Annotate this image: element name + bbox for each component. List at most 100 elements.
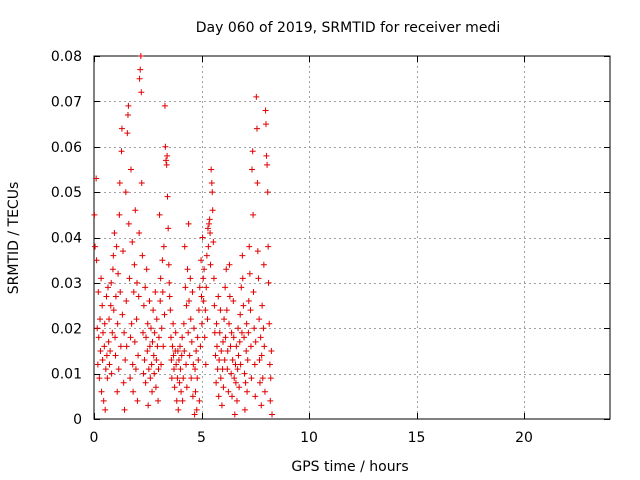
data-point xyxy=(223,266,230,273)
data-point xyxy=(135,293,142,300)
data-point xyxy=(147,375,154,382)
data-point xyxy=(98,388,105,395)
data-point xyxy=(183,384,190,391)
data-point xyxy=(182,284,189,291)
data-point xyxy=(168,357,175,364)
data-point xyxy=(206,216,213,223)
data-point xyxy=(201,334,208,341)
data-point xyxy=(178,352,185,359)
data-point xyxy=(265,243,272,250)
data-point xyxy=(102,406,109,413)
data-point xyxy=(254,180,261,187)
data-point xyxy=(196,397,203,404)
data-point xyxy=(98,275,105,282)
data-point xyxy=(151,370,158,377)
data-point xyxy=(234,366,241,373)
data-point xyxy=(208,166,215,173)
data-point xyxy=(243,320,250,327)
y-tick-label: 0.04 xyxy=(51,231,82,247)
data-point xyxy=(116,211,123,218)
data-point xyxy=(232,379,239,386)
data-point xyxy=(201,266,208,273)
data-point xyxy=(207,261,214,268)
data-point xyxy=(245,329,252,336)
data-point xyxy=(193,406,200,413)
data-point xyxy=(112,293,119,300)
data-point xyxy=(127,334,134,341)
data-point xyxy=(259,302,266,309)
data-point xyxy=(178,388,185,395)
data-point xyxy=(261,343,268,350)
data-point xyxy=(95,334,102,341)
data-point xyxy=(235,325,242,332)
data-point xyxy=(202,361,209,368)
data-point xyxy=(146,343,153,350)
data-point xyxy=(180,320,187,327)
data-point xyxy=(118,125,125,132)
data-point xyxy=(218,402,225,409)
x-tick-label: 0 xyxy=(90,430,99,446)
data-point xyxy=(266,361,273,368)
data-point xyxy=(94,325,101,332)
data-point xyxy=(160,243,167,250)
data-point xyxy=(237,361,244,368)
data-point xyxy=(231,411,238,418)
data-point xyxy=(153,357,160,364)
data-point xyxy=(139,252,146,259)
data-point xyxy=(160,343,167,350)
data-point xyxy=(164,152,171,159)
data-point xyxy=(97,347,104,354)
data-point xyxy=(104,375,111,382)
data-point xyxy=(188,338,195,345)
data-point xyxy=(147,325,154,332)
data-point xyxy=(106,361,113,368)
data-point xyxy=(120,248,127,255)
data-point xyxy=(94,361,101,368)
data-point xyxy=(251,361,258,368)
data-point xyxy=(238,329,245,336)
data-point xyxy=(224,347,231,354)
plot-frame xyxy=(93,55,611,420)
data-point xyxy=(115,366,122,373)
data-point xyxy=(175,406,182,413)
data-point xyxy=(155,366,162,373)
data-point xyxy=(115,270,122,277)
data-point xyxy=(227,343,234,350)
data-point xyxy=(173,361,180,368)
data-point xyxy=(213,320,220,327)
data-point xyxy=(152,384,159,391)
data-point xyxy=(256,316,263,323)
data-point xyxy=(217,307,224,314)
data-point xyxy=(246,270,253,277)
data-point xyxy=(200,275,207,282)
data-point xyxy=(232,361,239,368)
data-point xyxy=(118,148,125,155)
data-point xyxy=(190,361,197,368)
data-point xyxy=(250,211,257,218)
data-point xyxy=(177,343,183,350)
data-point xyxy=(229,393,236,400)
data-point xyxy=(197,343,204,350)
y-tick-label: 0.07 xyxy=(51,94,82,110)
data-point xyxy=(157,298,164,305)
data-point xyxy=(211,302,218,309)
data-point xyxy=(168,375,175,382)
data-point xyxy=(181,243,188,250)
y-tick-label: 0.05 xyxy=(51,185,82,201)
data-point xyxy=(260,325,267,332)
data-point xyxy=(134,279,140,286)
data-point xyxy=(140,370,147,377)
data-point xyxy=(212,352,219,359)
data-point xyxy=(117,343,124,350)
data-point xyxy=(267,375,274,382)
data-point xyxy=(112,334,119,341)
data-point xyxy=(113,243,120,250)
data-point xyxy=(174,375,181,382)
data-point xyxy=(230,298,237,305)
data-point xyxy=(137,53,144,59)
data-point xyxy=(229,357,236,364)
data-point xyxy=(244,388,251,395)
data-point xyxy=(126,275,133,282)
data-point xyxy=(103,352,110,359)
data-point xyxy=(101,320,108,327)
